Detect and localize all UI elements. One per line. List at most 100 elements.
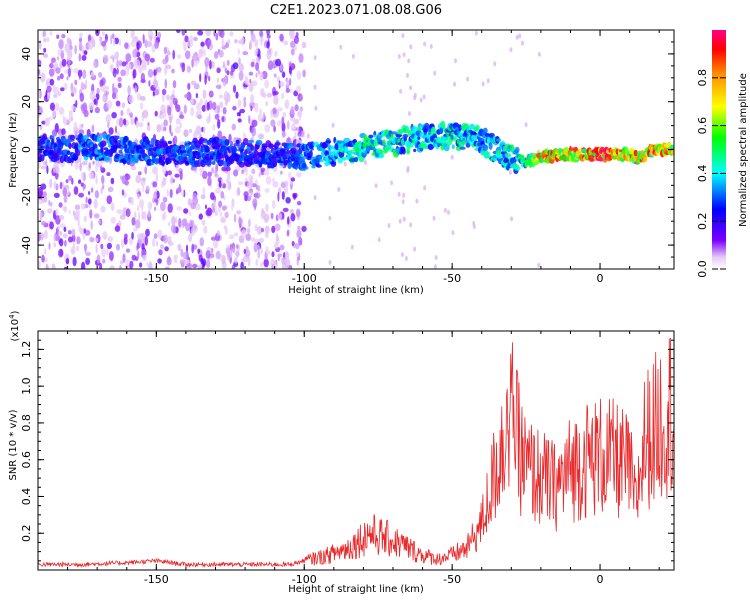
heatmap-cell <box>243 101 247 108</box>
heatmap-cell <box>297 126 300 134</box>
heatmap-cell <box>450 154 454 160</box>
heatmap-cell <box>89 236 95 243</box>
heatmap-cell <box>148 201 153 211</box>
heatmap-cell <box>254 192 261 199</box>
heatmap-cell <box>132 227 138 232</box>
heatmap-cell <box>188 128 193 134</box>
heatmap-cell <box>258 237 264 243</box>
heatmap-cell <box>199 237 205 247</box>
heatmap-cell <box>472 132 478 136</box>
heatmap-cell <box>316 164 322 168</box>
heatmap-cell <box>60 52 64 59</box>
heatmap-cell <box>272 107 277 115</box>
heatmap-cell <box>280 92 285 100</box>
heatmap-cell <box>167 106 172 116</box>
heatmap-cell <box>125 208 131 218</box>
heatmap-cell <box>141 211 145 220</box>
heatmap-cell <box>331 122 335 128</box>
heatmap-cell <box>110 64 114 73</box>
heatmap-cell <box>200 41 205 47</box>
heatmap-cell <box>510 216 514 222</box>
heatmap-cell <box>63 226 67 232</box>
heatmap-cell <box>218 206 221 213</box>
heatmap-cell <box>135 120 139 129</box>
heatmap-cell <box>285 197 291 204</box>
heatmap-cell <box>98 219 102 225</box>
heatmap-cell <box>68 109 73 119</box>
heatmap-cell <box>134 59 141 69</box>
heatmap-cell <box>119 260 124 265</box>
heatmap-cell <box>185 160 190 165</box>
heatmap-cell <box>121 175 127 185</box>
heatmap-cell <box>238 217 243 225</box>
heatmap-cell <box>80 203 86 210</box>
colorbar-ticks: 0.0 0.2 0.4 0.6 0.8 <box>696 69 726 278</box>
heatmap-cell <box>136 242 140 250</box>
heatmap-cell <box>313 84 317 90</box>
heatmap-cell <box>179 259 186 265</box>
heatmap-cell <box>59 248 63 257</box>
heatmap-cell <box>297 131 302 137</box>
heatmap-cell <box>197 248 201 254</box>
heatmap-cell <box>157 229 163 239</box>
heatmap-cell <box>212 238 219 249</box>
heatmap-cell <box>379 149 384 155</box>
heatmap-cell <box>148 260 152 269</box>
heatmap-cell <box>295 85 302 93</box>
heatmap-cell <box>537 51 541 57</box>
heatmap-cell <box>193 36 198 42</box>
heatmap-cell <box>80 182 84 187</box>
heatmap-cell <box>136 233 143 240</box>
heatmap-cell <box>199 98 204 106</box>
heatmap-cell <box>399 88 403 94</box>
heatmap-cell <box>114 225 121 232</box>
heatmap-cell <box>409 222 413 228</box>
heatmap-cell <box>215 32 219 41</box>
heatmap-cell <box>220 191 225 199</box>
heatmap-cell <box>535 160 540 165</box>
heatmap-cell <box>167 236 172 245</box>
heatmap-cell <box>474 30 478 36</box>
heatmap-cell <box>509 47 513 53</box>
heatmap-cell <box>131 231 134 240</box>
heatmap-cell <box>68 236 73 243</box>
heatmap-cell <box>132 68 137 79</box>
heatmap-cell <box>92 160 95 165</box>
heatmap-cell <box>205 30 212 37</box>
heatmap-cell <box>341 156 347 161</box>
heatmap-cell <box>222 107 227 115</box>
heatmap-cell <box>259 71 264 81</box>
heatmap-cell <box>238 161 245 168</box>
heatmap-cell <box>461 140 467 145</box>
heatmap-cell <box>82 69 87 79</box>
heatmap-cell <box>253 150 259 158</box>
heatmap-cell <box>80 261 86 269</box>
heatmap-cell <box>259 36 264 43</box>
heatmap-cell <box>100 205 106 213</box>
heatmap-cell <box>229 249 233 258</box>
heatmap-cell <box>141 148 145 155</box>
heatmap-cell <box>401 199 405 205</box>
heatmap-cell <box>58 39 64 50</box>
heatmap-cell <box>296 172 302 178</box>
heatmap-cell <box>354 156 359 163</box>
heatmap-cell <box>233 146 237 154</box>
snr-series <box>38 337 674 568</box>
heatmap-cell <box>155 198 159 206</box>
heatmap-cell <box>67 59 71 65</box>
heatmap-cell <box>177 54 182 59</box>
heatmap-cell <box>166 256 172 266</box>
heatmap-cell <box>96 87 100 95</box>
heatmap-cell <box>84 79 88 85</box>
heatmap-cell <box>95 244 98 254</box>
heatmap-cell <box>144 166 147 175</box>
heatmap-cell <box>96 254 101 264</box>
heatmap-cell <box>260 247 263 255</box>
heatmap-cell <box>60 87 65 92</box>
heatmap-cell <box>161 160 165 167</box>
heatmap-cell <box>197 114 202 120</box>
heatmap-cell <box>106 248 109 256</box>
heatmap-cell <box>54 62 59 69</box>
colorbar-tick-label: 0.6 <box>696 117 709 135</box>
heatmap-cell <box>122 253 126 263</box>
